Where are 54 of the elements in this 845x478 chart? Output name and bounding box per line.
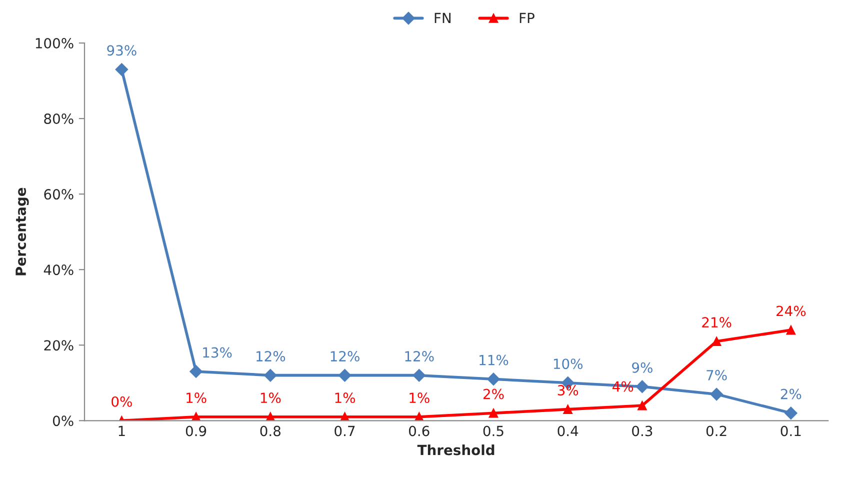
data-label: 2% [780,388,802,400]
data-label: 1% [335,392,356,404]
point [412,368,426,382]
data-label: 2% [483,388,504,400]
point [338,368,352,382]
data-label: 1% [260,392,281,404]
y-axis-title: Percentage [16,188,29,276]
data-label: 12% [405,351,434,362]
data-label: 12% [330,351,360,362]
y-tick-label: 20% [44,340,74,351]
data-label: 13% [203,347,232,358]
point [712,336,722,346]
x-tick-label: 0.3 [632,426,652,436]
point [786,325,796,335]
y-tick-label: 60% [44,189,74,200]
data-label: 9% [632,362,652,373]
point [636,380,649,394]
x-tick-label: 0.9 [186,426,206,436]
x-tick-label: 0.2 [706,426,726,436]
x-tick-label: 0.4 [558,426,578,436]
data-label: 11% [480,354,508,366]
x-axis-title: Threshold [417,444,494,456]
point [264,368,277,382]
data-label: 24% [776,306,806,316]
data-label: 1% [186,392,206,404]
x-tick-label: 1 [118,426,125,436]
x-tick-label: 0.5 [483,426,504,436]
point [487,372,500,386]
data-label: 4% [612,381,634,392]
legend-label: FN [434,12,451,24]
x-tick-label: 0.7 [334,426,355,436]
point [563,404,573,414]
data-label: 7% [706,370,727,380]
point [784,406,798,420]
x-tick-label: 0.8 [260,426,280,436]
point [115,63,128,76]
y-tick-label: 100% [36,38,74,48]
y-tick-label: 80% [44,114,74,124]
x-tick-label: 0.1 [780,426,801,436]
data-label: 21% [702,317,732,328]
y-tick-label: 0% [52,416,74,426]
data-label: 12% [256,351,286,362]
data-label: 1% [410,392,430,404]
point [488,408,498,418]
point [638,400,647,410]
data-label: 93% [107,45,136,56]
y-tick-label: 40% [44,264,74,276]
point [190,365,202,378]
data-label: 10% [554,358,583,370]
point [710,388,723,401]
legend-label: FP [520,12,534,24]
x-tick-label: 0.6 [408,426,430,436]
data-label: 0% [112,396,132,407]
data-label: 3% [558,385,578,396]
